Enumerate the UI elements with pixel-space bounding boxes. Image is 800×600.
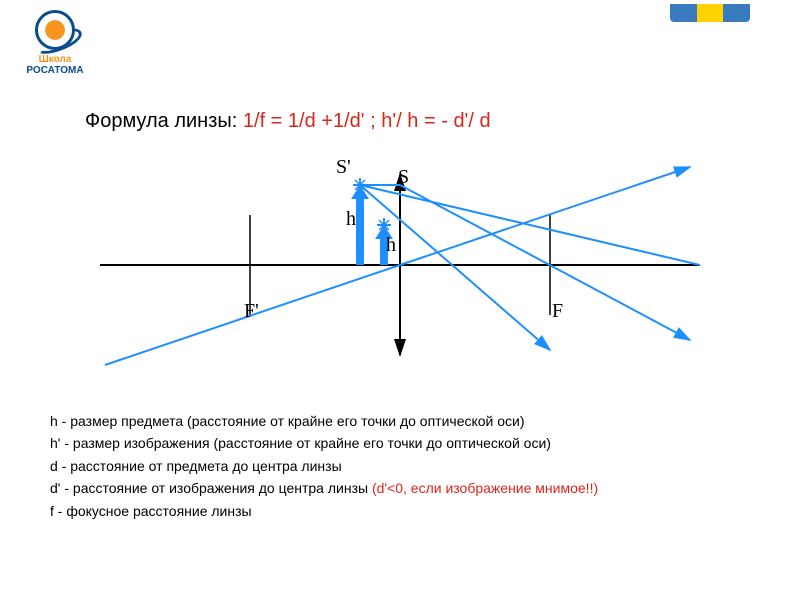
legend-text: - расстояние от предмета до центра линзы: [58, 458, 342, 474]
legend-symbol: d: [50, 458, 58, 474]
flag-stripe: [697, 4, 724, 22]
legend-text: - размер изображения (расстояние от край…: [60, 435, 550, 451]
legend-row: h - размер предмета (расстояние от крайн…: [50, 410, 760, 432]
logo-line2: РОСАТОМА: [20, 65, 90, 76]
flag-stripe: [670, 4, 697, 22]
svg-text:F': F': [244, 300, 259, 322]
diagram-svg: S' Sh h F' F: [100, 145, 700, 375]
svg-text:h: h: [346, 208, 356, 230]
legend-text: - фокусное расстояние линзы: [54, 503, 252, 519]
svg-text:S: S: [398, 166, 409, 188]
legend-symbol: h: [50, 413, 58, 429]
logo: Школа РОСАТОМА: [20, 10, 90, 76]
legend-row: h' - размер изображения (расстояние от к…: [50, 432, 760, 454]
logo-line1: Школа: [20, 54, 90, 65]
title-prefix: Формула линзы:: [85, 110, 243, 132]
title-formula-red: 1/f = 1/d +1/d' ; h'/ h = - d'/ d: [243, 110, 491, 132]
legend-condition: (d'<0, если изображение мнимое!!): [372, 480, 598, 496]
svg-text:S': S': [336, 156, 351, 178]
logo-text: Школа РОСАТОМА: [20, 54, 90, 76]
title-formula: Формула линзы: 1/f = 1/d +1/d' ; h'/ h =…: [85, 110, 491, 133]
header-flag: [670, 4, 750, 22]
legend: h - размер предмета (расстояние от крайн…: [50, 410, 760, 522]
legend-symbol: h': [50, 435, 60, 451]
legend-symbol: d': [50, 480, 60, 496]
legend-text: - размер предмета (расстояние от крайне …: [58, 413, 525, 429]
svg-text:h: h: [386, 234, 396, 256]
svg-text:F: F: [552, 300, 563, 322]
legend-text: - расстояние от изображения до центра ли…: [60, 480, 371, 496]
lens-diagram: S' Sh h F' F: [100, 145, 700, 375]
flag-stripe: [723, 4, 750, 22]
legend-row: f - фокусное расстояние линзы: [50, 500, 760, 522]
legend-row: d - расстояние от предмета до центра лин…: [50, 455, 760, 477]
logo-icon: [35, 10, 75, 50]
legend-row: d' - расстояние от изображения до центра…: [50, 477, 760, 499]
